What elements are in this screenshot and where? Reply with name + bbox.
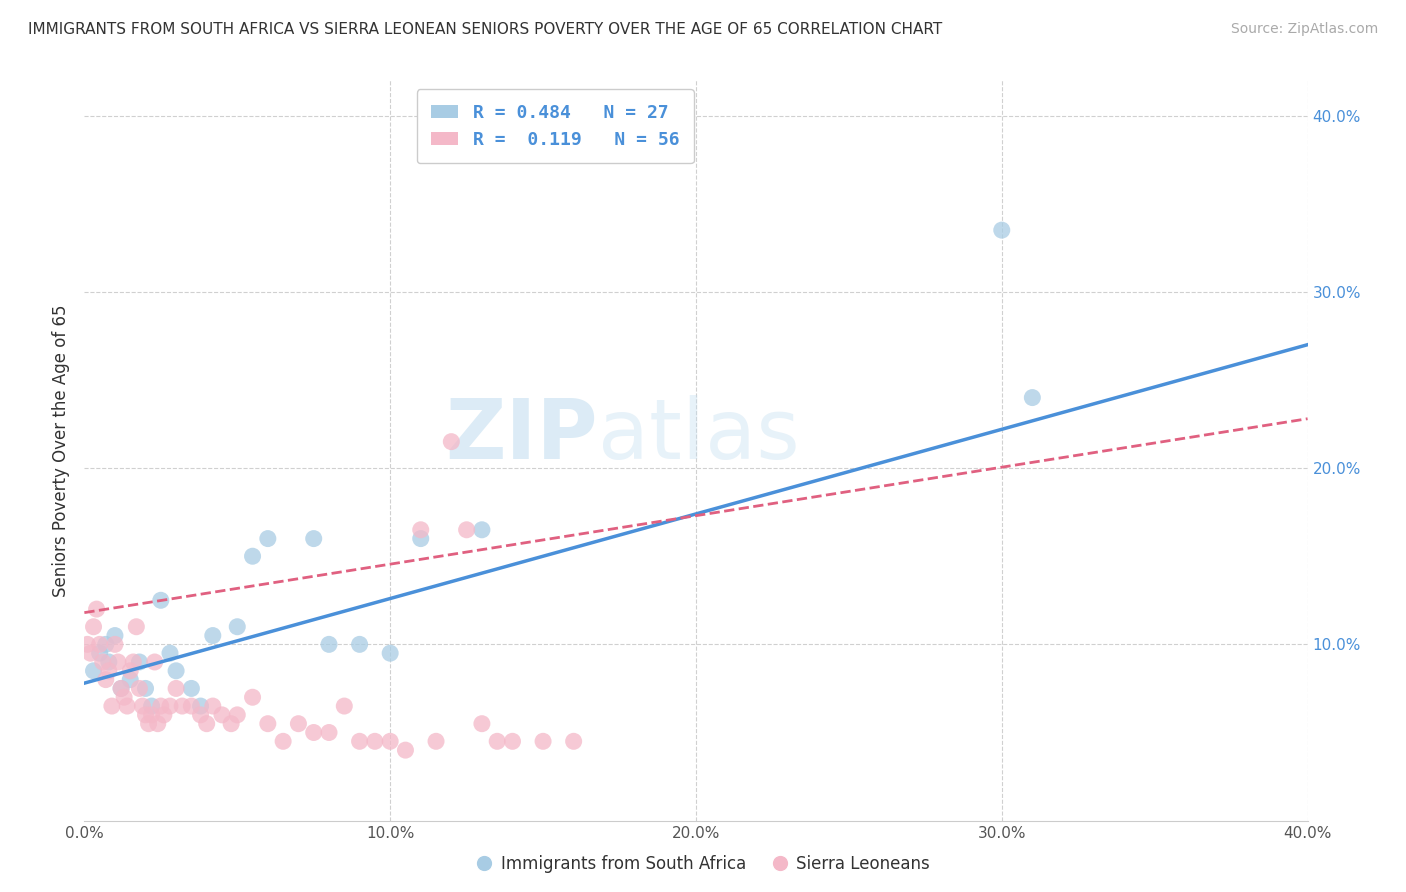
Point xyxy=(125,620,148,634)
Point xyxy=(562,734,585,748)
Point xyxy=(146,716,169,731)
Point xyxy=(211,707,233,722)
Y-axis label: Seniors Poverty Over the Age of 65: Seniors Poverty Over the Age of 65 xyxy=(52,304,70,597)
Point xyxy=(226,620,249,634)
Point xyxy=(112,690,135,705)
Point xyxy=(180,681,202,696)
Text: IMMIGRANTS FROM SOUTH AFRICA VS SIERRA LEONEAN SENIORS POVERTY OVER THE AGE OF 6: IMMIGRANTS FROM SOUTH AFRICA VS SIERRA L… xyxy=(28,22,942,37)
Point xyxy=(471,716,494,731)
Point xyxy=(101,699,124,714)
Point xyxy=(531,734,554,748)
Point xyxy=(104,637,127,651)
Point xyxy=(110,681,132,696)
Point xyxy=(318,637,340,651)
Point xyxy=(180,699,202,714)
Point xyxy=(349,637,371,651)
Point xyxy=(128,655,150,669)
Point xyxy=(104,628,127,642)
Legend: R = 0.484   N = 27, R =  0.119   N = 56: R = 0.484 N = 27, R = 0.119 N = 56 xyxy=(416,89,693,163)
Point xyxy=(333,699,356,714)
Point xyxy=(991,223,1014,237)
Point xyxy=(159,646,181,660)
Point xyxy=(128,681,150,696)
Point xyxy=(138,716,160,731)
Point xyxy=(135,681,157,696)
Point xyxy=(159,699,181,714)
Point xyxy=(86,602,108,616)
Point xyxy=(195,716,218,731)
Point xyxy=(190,707,212,722)
Point xyxy=(143,655,166,669)
Point xyxy=(107,655,129,669)
Point xyxy=(149,593,172,607)
Point xyxy=(94,637,117,651)
Point xyxy=(83,620,105,634)
Point xyxy=(165,664,187,678)
Point xyxy=(242,549,264,564)
Point xyxy=(219,716,242,731)
Point xyxy=(380,646,402,660)
Point xyxy=(242,690,264,705)
Point xyxy=(97,664,120,678)
Legend: Immigrants from South Africa, Sierra Leoneans: Immigrants from South Africa, Sierra Leo… xyxy=(470,848,936,880)
Point xyxy=(1021,391,1043,405)
Point xyxy=(201,699,224,714)
Point xyxy=(122,655,145,669)
Point xyxy=(83,664,105,678)
Point xyxy=(94,673,117,687)
Point xyxy=(302,725,325,739)
Point xyxy=(364,734,387,748)
Point xyxy=(190,699,212,714)
Point xyxy=(149,699,172,714)
Point xyxy=(165,681,187,696)
Point xyxy=(380,734,402,748)
Point xyxy=(471,523,494,537)
Point xyxy=(201,628,224,642)
Point xyxy=(440,434,463,449)
Text: Source: ZipAtlas.com: Source: ZipAtlas.com xyxy=(1230,22,1378,37)
Point xyxy=(318,725,340,739)
Point xyxy=(257,716,280,731)
Point xyxy=(79,646,101,660)
Point xyxy=(409,532,432,546)
Point xyxy=(409,523,432,537)
Point xyxy=(502,734,524,748)
Point xyxy=(115,699,138,714)
Point xyxy=(141,699,163,714)
Point xyxy=(226,707,249,722)
Point xyxy=(89,637,111,651)
Point xyxy=(141,707,163,722)
Point xyxy=(257,532,280,546)
Point xyxy=(135,707,157,722)
Point xyxy=(110,681,132,696)
Point xyxy=(91,655,114,669)
Point xyxy=(349,734,371,748)
Text: atlas: atlas xyxy=(598,395,800,476)
Point xyxy=(486,734,509,748)
Point xyxy=(120,673,142,687)
Point xyxy=(153,707,176,722)
Point xyxy=(97,655,120,669)
Point xyxy=(287,716,309,731)
Point xyxy=(425,734,447,748)
Point xyxy=(394,743,416,757)
Point xyxy=(456,523,478,537)
Point xyxy=(120,664,142,678)
Point xyxy=(271,734,294,748)
Text: ZIP: ZIP xyxy=(446,395,598,476)
Point xyxy=(89,646,111,660)
Point xyxy=(76,637,98,651)
Point xyxy=(131,699,153,714)
Point xyxy=(172,699,194,714)
Point xyxy=(302,532,325,546)
